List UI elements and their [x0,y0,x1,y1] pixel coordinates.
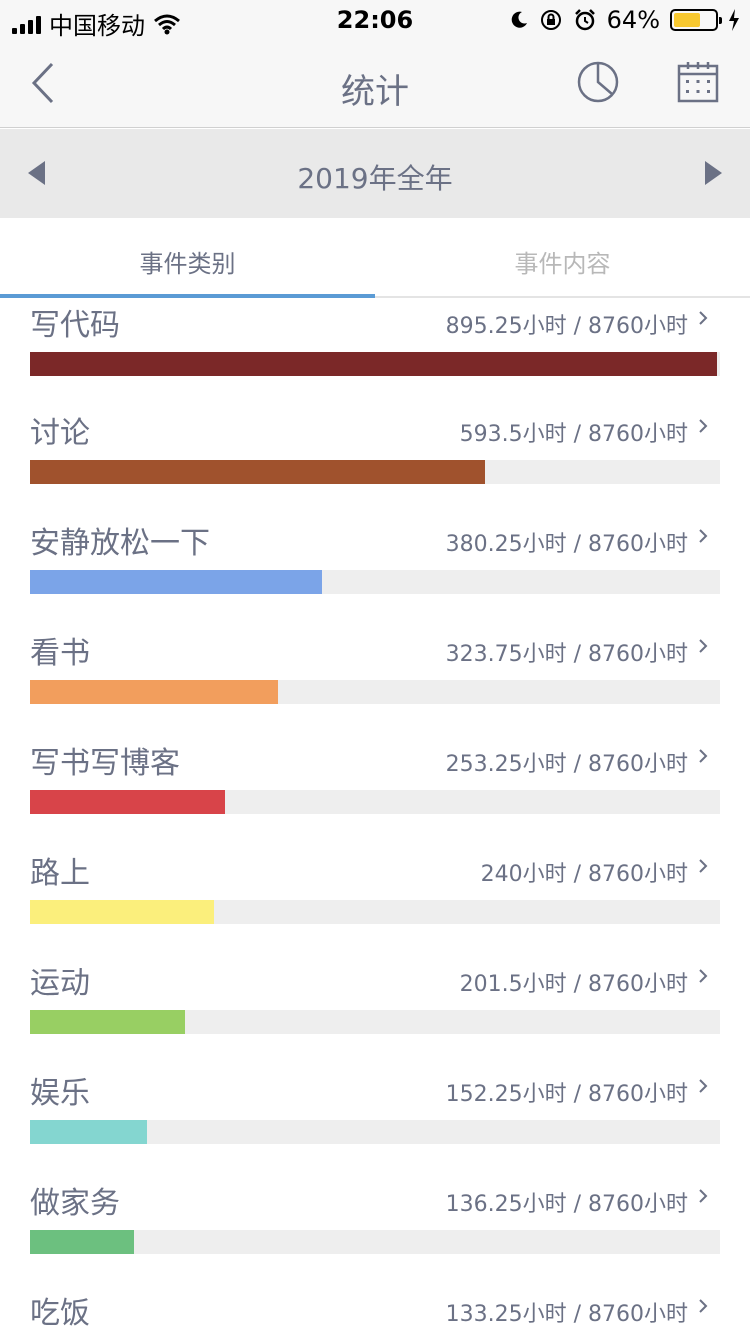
moon-icon [511,11,527,28]
back-chevron-icon[interactable] [26,58,66,108]
alarm-icon [574,9,595,31]
progress-bar [30,1010,185,1034]
chevron-right-icon [699,419,708,433]
category-name: 运动 [30,966,90,1001]
category-name: 吃饭 [30,1296,90,1331]
progress-track [30,1230,720,1254]
prev-period-icon[interactable] [28,161,45,185]
progress-track [30,1010,720,1034]
list-item[interactable]: 做家务 136.25小时 / 8760小时 [0,1178,750,1288]
battery-icon [670,9,722,31]
category-name: 路上 [30,856,90,891]
progress-track [30,352,720,376]
carrier-label: 中国移动 [49,12,145,40]
period-label: 2019年全年 [297,162,453,195]
tab-event-category[interactable]: 事件类别 [139,250,236,278]
list-item[interactable]: 写代码 895.25小时 / 8760小时 [0,300,750,410]
calendar-icon[interactable] [676,60,720,104]
category-name: 写书写博客 [30,746,180,781]
chevron-right-icon [699,1079,708,1093]
progress-track [30,900,720,924]
category-hours: 240小时 / 8760小时 [480,862,688,887]
chevron-right-icon [699,749,708,763]
progress-bar [30,352,717,376]
progress-bar [30,460,486,484]
charging-icon [729,9,739,31]
progress-track [30,790,720,814]
list-item[interactable]: 吃饭 133.25小时 / 8760小时 [0,1288,750,1332]
list-item[interactable]: 安静放松一下 380.25小时 / 8760小时 [0,518,750,628]
list-item[interactable]: 看书 323.75小时 / 8760小时 [0,628,750,738]
status-bar: 中国移动 22:06 64% [0,0,750,40]
status-left: 中国移动 [12,6,181,41]
pie-chart-icon[interactable] [576,60,620,104]
chevron-right-icon [699,311,708,325]
category-hours: 895.25小时 / 8760小时 [445,314,688,339]
list-item[interactable]: 讨论 593.5小时 / 8760小时 [0,408,750,518]
status-right: 64% [509,6,740,34]
page-title: 统计 [341,72,409,112]
progress-track [30,680,720,704]
next-period-icon[interactable] [705,161,722,185]
category-hours: 152.25小时 / 8760小时 [445,1082,688,1107]
category-hours: 253.25小时 / 8760小时 [445,752,688,777]
progress-bar [30,1120,148,1144]
category-name: 做家务 [30,1186,120,1221]
battery-percent: 64% [606,6,660,34]
category-name: 安静放松一下 [30,526,210,561]
category-name: 写代码 [30,308,120,343]
list-item[interactable]: 运动 201.5小时 / 8760小时 [0,958,750,1068]
category-hours: 136.25小时 / 8760小时 [445,1192,688,1217]
chevron-right-icon [699,1189,708,1203]
list-item[interactable]: 写书写博客 253.25小时 / 8760小时 [0,738,750,848]
chevron-right-icon [699,859,708,873]
chevron-right-icon [699,1299,708,1313]
status-time: 22:06 [336,6,414,34]
progress-track [30,1120,720,1144]
list-item[interactable]: 路上 240小时 / 8760小时 [0,848,750,958]
period-selector: 2019年全年 [0,129,750,218]
progress-bar [30,790,225,814]
progress-bar [30,900,215,924]
category-hours: 133.25小时 / 8760小时 [445,1302,688,1327]
tab-active-indicator [0,294,375,298]
category-hours: 593.5小时 / 8760小时 [459,422,688,447]
category-name: 看书 [30,636,90,671]
progress-bar [30,570,322,594]
list-item[interactable]: 娱乐 152.25小时 / 8760小时 [0,1068,750,1178]
progress-bar [30,1230,135,1254]
rotation-lock-icon [540,10,561,30]
category-list: 写代码 895.25小时 / 8760小时讨论 593.5小时 / 8760小时安静… [0,298,750,1332]
battery-fill [674,13,700,27]
progress-track [30,570,720,594]
tab-bar: 事件类别 事件内容 [0,218,750,298]
chevron-right-icon [699,969,708,983]
category-hours: 201.5小时 / 8760小时 [459,972,688,997]
signal-icon [12,14,41,34]
tab-event-content[interactable]: 事件内容 [514,250,611,278]
progress-bar [30,680,279,704]
nav-bar: 统计 [0,40,750,128]
progress-track [30,460,720,484]
category-name: 讨论 [30,416,90,451]
chevron-right-icon [699,639,708,653]
wifi-icon [154,14,180,34]
category-hours: 323.75小时 / 8760小时 [445,642,688,667]
category-name: 娱乐 [30,1076,90,1111]
category-hours: 380.25小时 / 8760小时 [445,532,688,557]
chevron-right-icon [699,529,708,543]
